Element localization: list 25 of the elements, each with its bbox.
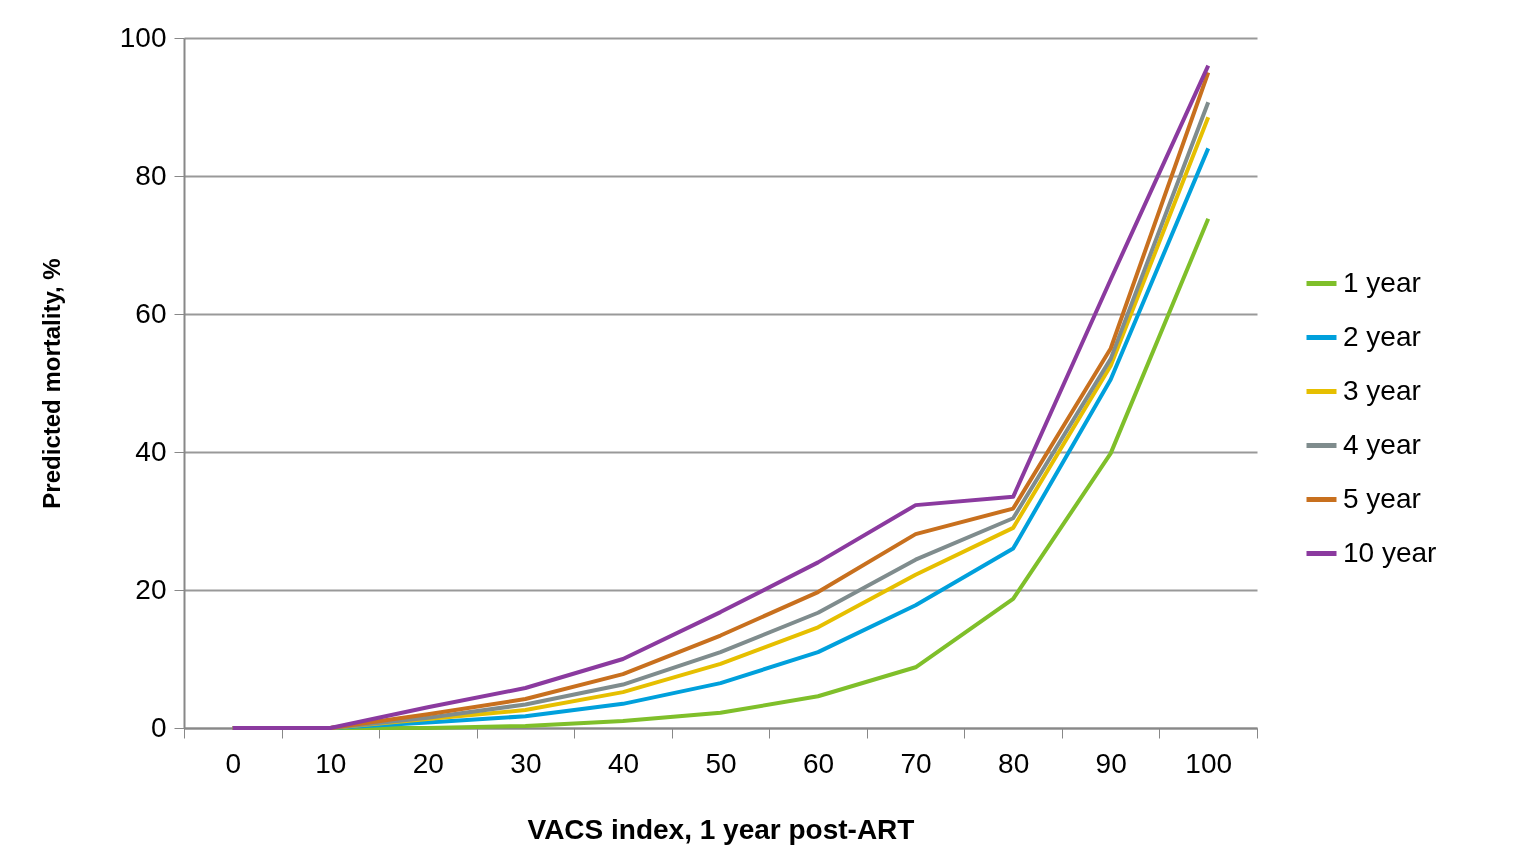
x-tick-label: 10: [315, 747, 347, 779]
y-tick-label: 100: [119, 21, 167, 53]
y-tick-label: 40: [135, 435, 167, 467]
x-tick-label: 50: [705, 747, 737, 779]
legend-label: 10 year: [1343, 536, 1437, 568]
legend-label: 2 year: [1343, 320, 1421, 352]
y-tick-label: 60: [135, 297, 167, 329]
y-tick-label: 0: [150, 711, 167, 743]
x-tick-label: 30: [510, 747, 542, 779]
legend-label: 5 year: [1343, 482, 1421, 514]
x-tick-label: 90: [1095, 747, 1127, 779]
legend-label: 4 year: [1343, 428, 1421, 460]
legend-label: 1 year: [1343, 266, 1421, 298]
x-tick-label: 20: [412, 747, 444, 779]
y-axis-title: Predicted mortality, %: [37, 258, 65, 509]
x-tick-label: 80: [998, 747, 1030, 779]
x-tick-label: 70: [900, 747, 932, 779]
legend-label: 3 year: [1343, 374, 1421, 406]
y-tick-label: 20: [135, 573, 167, 605]
x-tick-label: 40: [607, 747, 640, 779]
x-axis-title: VACS index, 1 year post-ART: [527, 813, 915, 845]
y-tick-label: 80: [135, 159, 167, 191]
x-tick-label: 60: [802, 747, 835, 779]
x-tick-label: 100: [1185, 747, 1233, 779]
x-tick-label: 0: [225, 747, 242, 779]
